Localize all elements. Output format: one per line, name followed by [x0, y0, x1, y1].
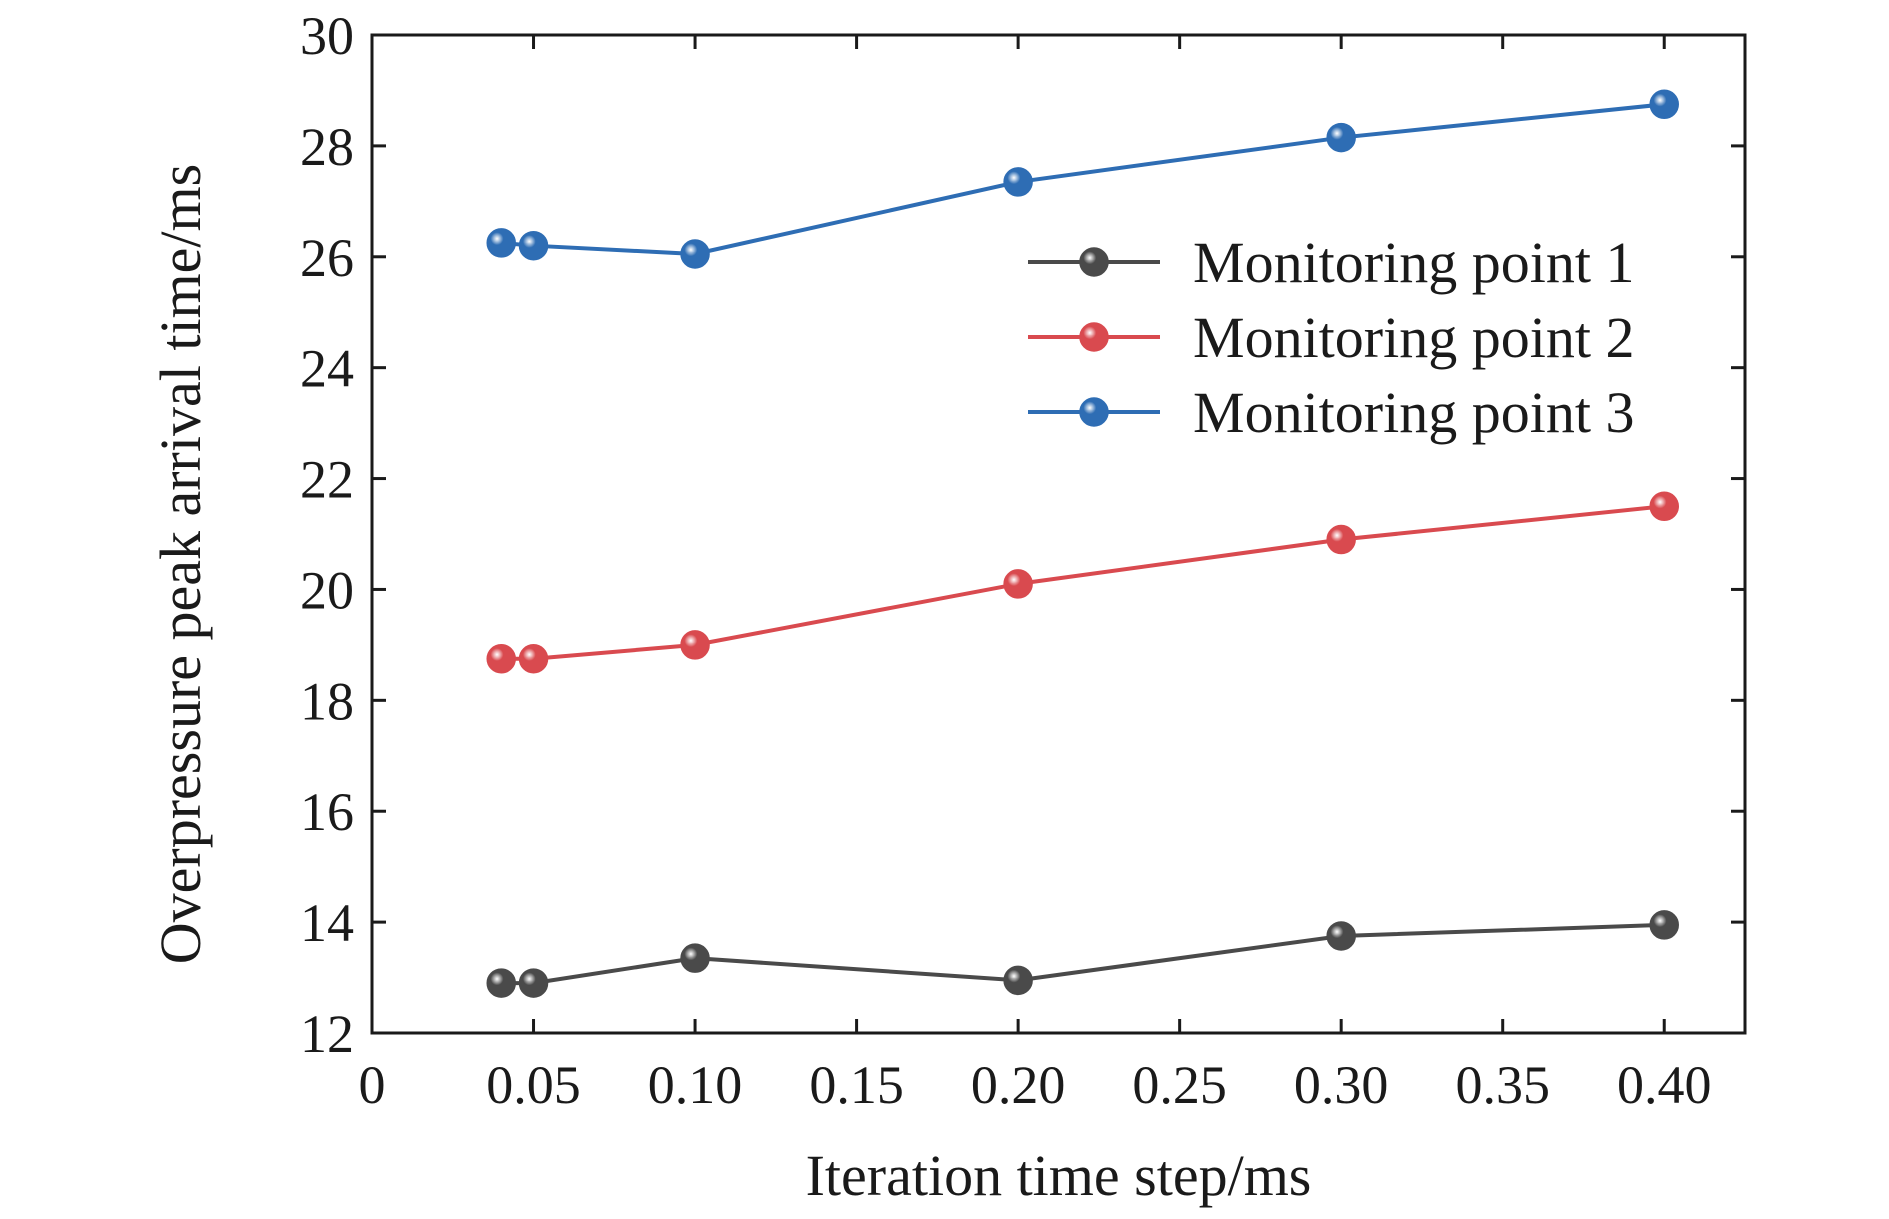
y-tick-label: 14	[300, 893, 354, 953]
x-tick-label: 0.30	[1294, 1055, 1389, 1115]
legend-label: Monitoring point 3	[1193, 380, 1634, 445]
y-tick-label: 28	[300, 117, 354, 177]
legend-item: Monitoring point 1	[1028, 230, 1634, 295]
data-point	[1649, 910, 1679, 940]
data-point	[486, 644, 516, 674]
y-axis-label: Overpressure peak arrival time/ms	[148, 164, 213, 964]
x-tick-label: 0.35	[1455, 1055, 1550, 1115]
x-tick-label: 0.15	[809, 1055, 904, 1115]
legend-marker	[1079, 397, 1109, 427]
legend-label: Monitoring point 1	[1193, 230, 1634, 295]
y-tick-label: 12	[300, 1004, 354, 1064]
x-axis-label: Iteration time step/ms	[806, 1143, 1312, 1208]
data-point	[680, 630, 710, 660]
legend-item: Monitoring point 2	[1028, 305, 1634, 370]
x-tick-label: 0.10	[648, 1055, 743, 1115]
data-point	[680, 943, 710, 973]
data-point	[1003, 569, 1033, 599]
y-tick-label: 20	[300, 560, 354, 620]
data-point	[486, 968, 516, 998]
x-tick-label: 0.20	[971, 1055, 1066, 1115]
data-point	[486, 228, 516, 258]
y-tick-label: 18	[300, 671, 354, 731]
x-tick-label: 0.25	[1132, 1055, 1227, 1115]
y-tick-label: 16	[300, 782, 354, 842]
series-line	[501, 504, 1665, 661]
x-tick-label: 0	[359, 1055, 386, 1115]
data-point	[680, 239, 710, 269]
legend-marker	[1079, 322, 1109, 352]
data-point	[1326, 122, 1356, 153]
data-point	[518, 968, 549, 998]
data-point	[1649, 89, 1679, 120]
series-line	[501, 922, 1665, 986]
data-point	[1326, 921, 1356, 951]
series-2	[486, 491, 1679, 674]
series-3	[486, 89, 1679, 269]
data-point	[518, 644, 549, 674]
x-tick-label: 0.05	[486, 1055, 581, 1115]
data-point	[1649, 491, 1679, 522]
data-point	[518, 230, 549, 261]
y-tick-label: 24	[300, 339, 354, 399]
series-1	[486, 910, 1679, 998]
legend-item: Monitoring point 3	[1028, 380, 1634, 445]
data-point	[1003, 965, 1033, 996]
plot-frame	[370, 33, 1747, 1035]
y-tick-label: 30	[300, 6, 354, 66]
legend-label: Monitoring point 2	[1193, 305, 1634, 370]
data-point	[1326, 524, 1356, 555]
x-tick-label: 0.40	[1617, 1055, 1712, 1115]
legend-marker	[1079, 247, 1109, 277]
y-tick-label: 22	[300, 450, 354, 510]
y-tick-label: 26	[300, 228, 354, 288]
data-point	[1003, 167, 1033, 197]
